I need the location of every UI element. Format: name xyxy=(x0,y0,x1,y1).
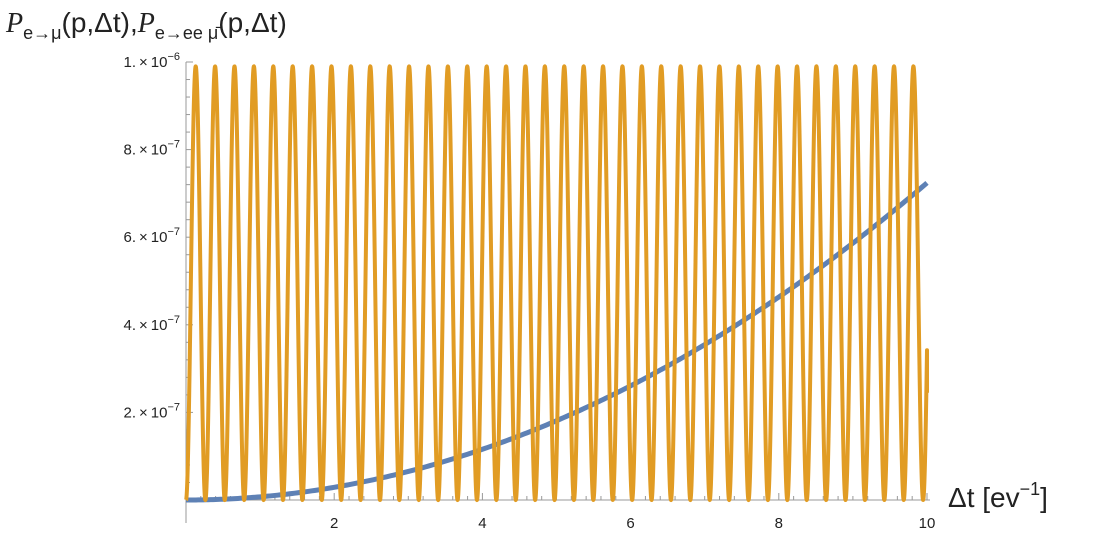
y-axis-title-p1: P xyxy=(5,8,23,39)
x-tick-labels: 2 4 6 8 10 xyxy=(330,515,935,532)
y-tick-label: 4. × 10−7 xyxy=(123,314,180,334)
series-orange-line xyxy=(184,64,929,502)
x-tick-label: 8 xyxy=(775,515,783,532)
x-axis-title: Δt [ev−1] xyxy=(948,479,1048,513)
y-axis-title-p2: P xyxy=(137,8,155,39)
y-tick-label: 8. × 10−7 xyxy=(123,139,180,159)
y-tick-label: 2. × 10−7 xyxy=(123,401,180,421)
y-axis-title: Pe→μ(p,Δt),Pe→ee μ̄(p,Δt) xyxy=(5,7,287,43)
x-tick-label: 6 xyxy=(626,515,634,532)
x-axis-title-main: Δt [ev xyxy=(948,482,1020,513)
x-axis-title-close: ] xyxy=(1040,482,1048,513)
y-tick-label: 6. × 10−7 xyxy=(123,226,180,246)
y-tick-labels: 2. × 10−7 4. × 10−7 6. × 10−7 8. × 10−7 1. ×… xyxy=(123,51,180,421)
x-tick-label: 2 xyxy=(330,515,338,532)
y-axis-title-sub2: e→ee μ̄ xyxy=(155,23,221,43)
x-tick-label: 10 xyxy=(919,515,936,532)
x-axis-title-sup: −1 xyxy=(1020,479,1041,499)
series-layer xyxy=(184,64,929,503)
y-axis-title-sub1: e→μ xyxy=(23,23,61,43)
y-axis-title-args1: (p,Δt), xyxy=(62,7,138,38)
y-tick-label: 1. × 10−6 xyxy=(123,51,180,71)
y-axis-title-args2: (p,Δt) xyxy=(218,7,286,38)
x-tick-label: 4 xyxy=(478,515,486,532)
